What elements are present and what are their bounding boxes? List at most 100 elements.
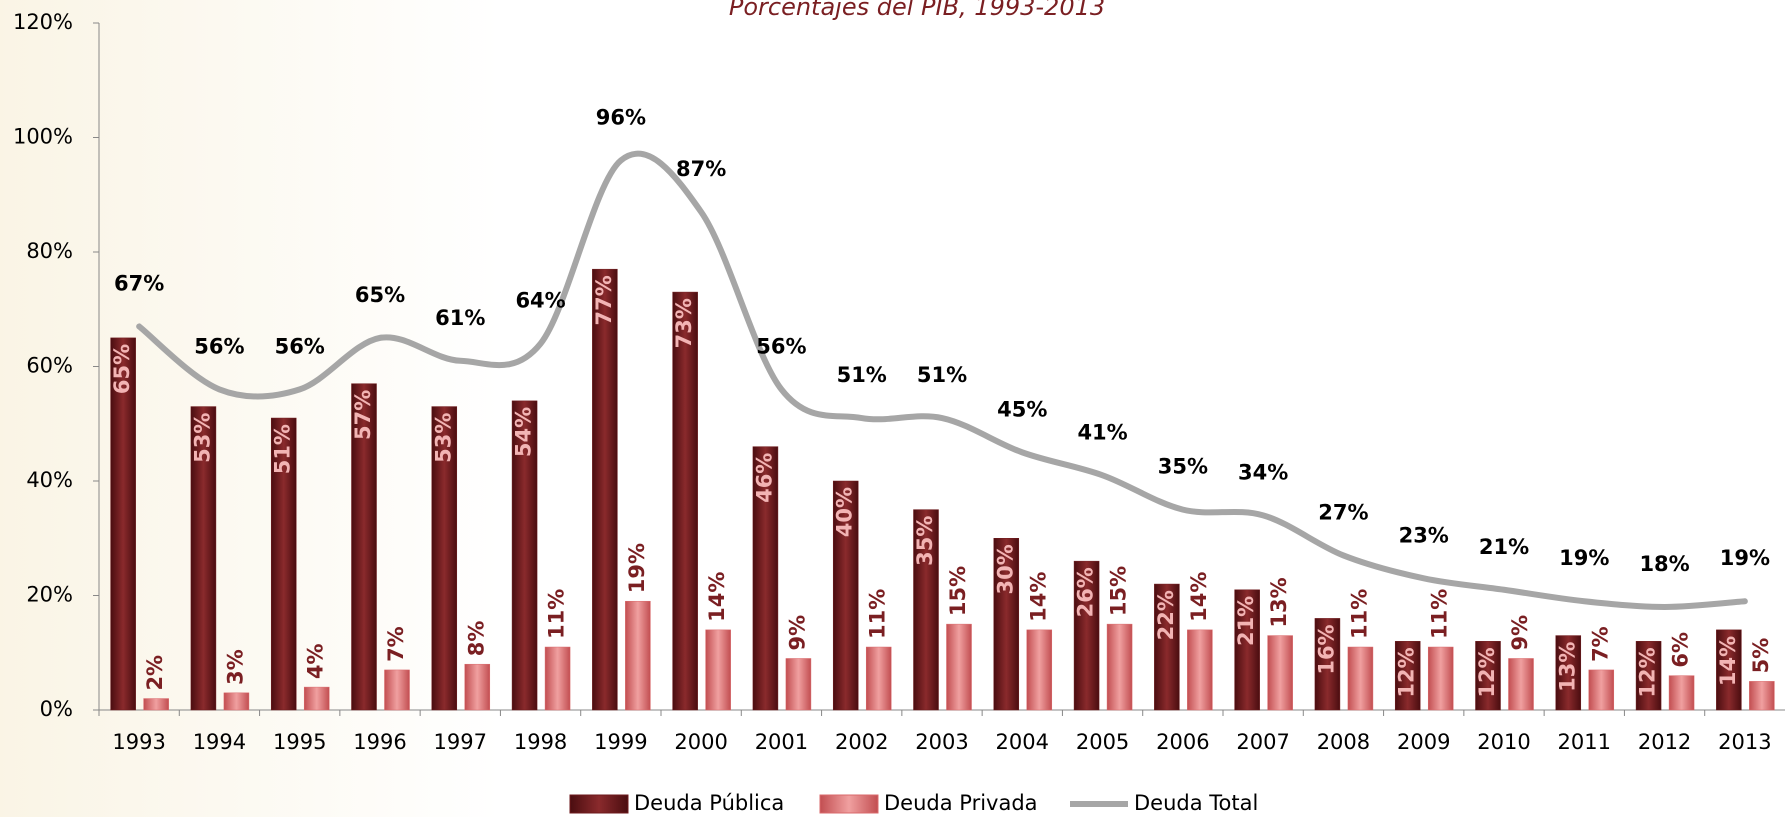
bar-value-label: 2%	[143, 655, 167, 691]
bar	[1314, 618, 1341, 711]
line-value-label: 18%	[1639, 552, 1689, 576]
line-value-label: 23%	[1399, 523, 1449, 547]
x-tick-label: 2003	[915, 730, 968, 754]
bar-value-label: 4%	[304, 643, 328, 679]
bar-value-label: 73%	[672, 298, 696, 348]
bar	[1555, 635, 1582, 711]
bar	[511, 400, 538, 711]
line-value-label: 67%	[114, 271, 164, 295]
x-tick-label: 1999	[594, 730, 647, 754]
bar-value-label: 16%	[1314, 624, 1338, 674]
bar	[1716, 629, 1742, 711]
bar	[1073, 560, 1100, 711]
bar-value-label: 3%	[223, 649, 247, 685]
x-tick-label: 2001	[755, 730, 808, 754]
line-value-label: 35%	[1158, 455, 1208, 479]
line-value-label: 96%	[596, 105, 646, 129]
bar-value-label: 53%	[190, 413, 214, 463]
line	[136, 150, 1748, 610]
bar	[592, 268, 618, 711]
bar-value-label: 57%	[351, 390, 375, 440]
bar	[1749, 681, 1775, 711]
bar-value-label: 11%	[1347, 589, 1371, 639]
x-tick-label: 2009	[1397, 730, 1450, 754]
bar-value-label: 77%	[592, 275, 616, 325]
x-tick-label: 2006	[1156, 730, 1209, 754]
y-tick-label: 100%	[13, 125, 73, 149]
line-value-label: 65%	[355, 283, 405, 307]
line-value-label: 56%	[275, 334, 325, 358]
bar-value-label: 15%	[1107, 566, 1131, 616]
bar	[1026, 629, 1053, 711]
bar-value-label: 7%	[1588, 626, 1612, 662]
bar	[1668, 675, 1695, 711]
x-tick-label: 1998	[514, 730, 567, 754]
y-tick-label: 20%	[26, 583, 73, 607]
y-tick-label: 40%	[26, 468, 73, 492]
bar	[993, 538, 1020, 711]
legend-label: Deuda Privada	[884, 791, 1038, 815]
bar-value-label: 14%	[1187, 572, 1211, 622]
x-tick-label: 2002	[835, 730, 888, 754]
bar	[865, 646, 892, 711]
bar-value-label: 13%	[1555, 642, 1579, 692]
line-value-label: 34%	[1238, 460, 1288, 484]
line-value-label: 61%	[435, 306, 485, 330]
bar	[190, 406, 217, 711]
bar	[832, 480, 859, 711]
bar-value-label: 54%	[512, 407, 536, 457]
x-tick-label: 2007	[1236, 730, 1289, 754]
bar-value-label: 21%	[1234, 596, 1258, 646]
legend-swatch	[819, 794, 879, 814]
bar-value-label: 6%	[1669, 632, 1693, 668]
bar-value-label: 9%	[785, 615, 809, 651]
bar-value-label: 7%	[384, 626, 408, 662]
bar	[1106, 623, 1133, 711]
bar	[913, 509, 939, 711]
bar-value-label: 12%	[1636, 647, 1660, 697]
x-tick-label: 2005	[1076, 730, 1129, 754]
bar	[785, 658, 812, 711]
y-tick-label: 0%	[40, 697, 73, 721]
x-tick-label: 2013	[1718, 730, 1771, 754]
x-tick-label: 2000	[674, 730, 727, 754]
bar-value-label: 35%	[913, 516, 937, 566]
bar	[1347, 646, 1374, 711]
bar-value-label: 11%	[866, 589, 890, 639]
legend-label: Deuda Total	[1134, 791, 1258, 815]
bar-value-label: 12%	[1475, 647, 1499, 697]
bar	[946, 623, 972, 711]
bar	[705, 629, 731, 711]
x-tick-label: 1996	[353, 730, 406, 754]
y-tick-label: 80%	[26, 239, 73, 263]
line-value-label: 27%	[1318, 500, 1368, 524]
bar	[143, 698, 169, 711]
chart-subtitle: Porcentajes del PIB, 1993-2013	[729, 0, 1105, 21]
bar-value-label: 30%	[993, 544, 1017, 594]
bar	[544, 646, 571, 711]
bar	[431, 406, 458, 711]
bar-value-label: 53%	[431, 413, 455, 463]
bar-value-label: 65%	[110, 344, 134, 394]
legend-swatch	[569, 794, 629, 814]
bar	[303, 686, 330, 711]
bar	[625, 600, 651, 711]
bar	[1508, 658, 1534, 711]
bar	[1154, 583, 1180, 711]
line-value-label: 56%	[194, 334, 244, 358]
legend-label: Deuda Pública	[634, 791, 784, 815]
line-value-label: 41%	[1077, 420, 1127, 444]
x-tick-label: 1995	[273, 730, 326, 754]
x-tick-label: 1997	[434, 730, 487, 754]
bar-value-label: 14%	[1716, 636, 1740, 686]
line-value-label: 45%	[997, 397, 1047, 421]
x-tick-label: 1994	[193, 730, 246, 754]
y-tick-label: 60%	[26, 354, 73, 378]
bar	[384, 669, 410, 711]
bar-value-label: 11%	[1428, 589, 1452, 639]
line-value-label: 21%	[1479, 535, 1529, 559]
line-value-label: 51%	[837, 363, 887, 387]
bar-value-label: 14%	[1026, 572, 1050, 622]
x-tick-label: 1993	[112, 730, 165, 754]
bar-value-label: 22%	[1154, 590, 1178, 640]
